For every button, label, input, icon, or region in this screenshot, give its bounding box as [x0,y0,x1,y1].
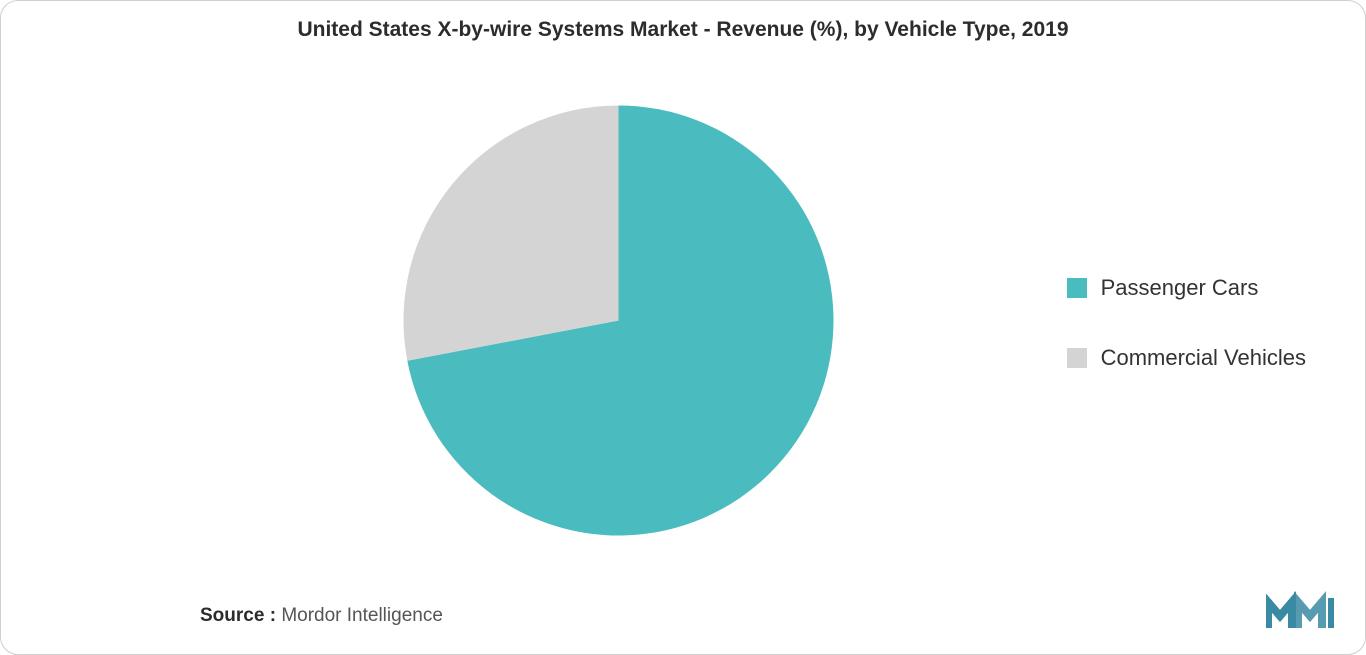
brand-logo [1266,588,1336,635]
chart-title: United States X-by-wire Systems Market -… [0,18,1366,42]
chart-area: Passenger Cars Commercial Vehicles [0,80,1366,565]
source-text: Mordor Intelligence [281,605,443,626]
source-line: Source : Mordor Intelligence [200,605,443,627]
legend-swatch [1067,348,1087,368]
pie-slice [404,105,619,360]
legend-label: Commercial Vehicles [1101,345,1306,371]
legend-swatch [1067,278,1087,298]
source-label: Source : [200,605,276,626]
legend-label: Passenger Cars [1101,275,1259,301]
legend-item: Commercial Vehicles [1067,345,1306,371]
legend: Passenger Cars Commercial Vehicles [1067,275,1306,371]
legend-item: Passenger Cars [1067,275,1306,301]
pie-chart [404,105,834,540]
